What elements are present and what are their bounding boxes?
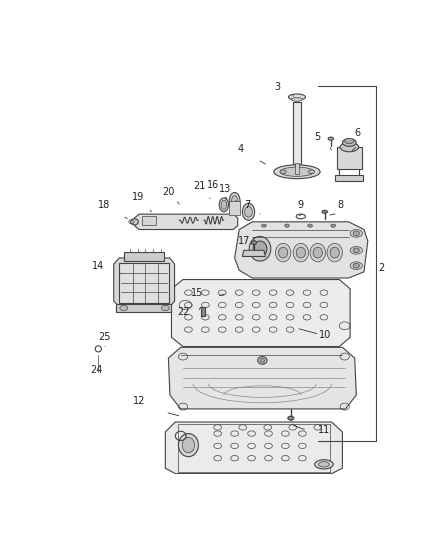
Ellipse shape xyxy=(329,247,339,258)
Ellipse shape xyxy=(350,246,362,254)
Ellipse shape xyxy=(249,237,270,261)
Bar xyxy=(294,163,299,174)
Text: 18: 18 xyxy=(97,200,110,210)
Ellipse shape xyxy=(242,203,254,220)
Bar xyxy=(119,263,169,303)
Text: 20: 20 xyxy=(162,187,174,197)
Ellipse shape xyxy=(326,244,342,262)
Ellipse shape xyxy=(296,247,305,258)
Ellipse shape xyxy=(279,170,286,174)
Ellipse shape xyxy=(350,230,362,237)
Ellipse shape xyxy=(278,247,287,258)
Ellipse shape xyxy=(120,305,127,311)
Polygon shape xyxy=(165,422,342,474)
Polygon shape xyxy=(113,258,174,306)
Ellipse shape xyxy=(353,263,359,268)
Ellipse shape xyxy=(293,244,308,262)
Bar xyxy=(124,252,163,261)
Ellipse shape xyxy=(342,139,356,147)
Ellipse shape xyxy=(221,200,226,209)
Bar xyxy=(229,201,240,215)
Bar xyxy=(200,306,205,316)
Text: 24: 24 xyxy=(90,366,102,375)
Ellipse shape xyxy=(261,224,265,227)
Ellipse shape xyxy=(312,247,321,258)
Ellipse shape xyxy=(307,224,312,227)
Text: 9: 9 xyxy=(297,200,303,210)
Ellipse shape xyxy=(321,210,327,213)
Text: 13: 13 xyxy=(219,184,231,193)
Bar xyxy=(293,102,300,164)
Text: 22: 22 xyxy=(177,307,189,317)
Ellipse shape xyxy=(251,241,256,245)
Ellipse shape xyxy=(318,462,328,467)
Ellipse shape xyxy=(231,196,237,206)
Text: 4: 4 xyxy=(237,144,243,154)
Text: 14: 14 xyxy=(92,261,104,271)
Ellipse shape xyxy=(291,98,302,101)
Ellipse shape xyxy=(229,192,240,209)
Bar xyxy=(336,147,361,168)
Text: 19: 19 xyxy=(131,192,143,202)
Bar xyxy=(335,175,362,181)
Bar xyxy=(142,216,156,225)
Text: 11: 11 xyxy=(317,425,329,435)
Ellipse shape xyxy=(314,460,332,469)
Ellipse shape xyxy=(339,142,358,152)
Ellipse shape xyxy=(288,94,305,100)
Ellipse shape xyxy=(330,224,335,227)
Ellipse shape xyxy=(350,262,362,270)
Text: 10: 10 xyxy=(318,330,331,340)
Ellipse shape xyxy=(275,244,290,262)
Polygon shape xyxy=(171,280,350,346)
Ellipse shape xyxy=(353,248,359,253)
Ellipse shape xyxy=(308,170,314,174)
Ellipse shape xyxy=(244,206,252,217)
Text: 8: 8 xyxy=(337,200,343,210)
Ellipse shape xyxy=(257,357,266,364)
Ellipse shape xyxy=(309,244,325,262)
Ellipse shape xyxy=(353,231,359,236)
Polygon shape xyxy=(234,222,367,278)
Text: 15: 15 xyxy=(190,288,203,298)
Ellipse shape xyxy=(287,416,293,420)
Ellipse shape xyxy=(328,137,333,140)
Ellipse shape xyxy=(284,224,289,227)
Bar xyxy=(116,304,171,312)
Ellipse shape xyxy=(131,219,138,225)
Ellipse shape xyxy=(273,165,319,179)
Text: 17: 17 xyxy=(237,236,250,246)
Polygon shape xyxy=(134,214,237,230)
Ellipse shape xyxy=(182,438,194,453)
Ellipse shape xyxy=(161,305,169,311)
Ellipse shape xyxy=(259,359,264,362)
Text: 3: 3 xyxy=(274,82,280,92)
Bar xyxy=(177,424,329,472)
Text: 25: 25 xyxy=(98,332,110,342)
Ellipse shape xyxy=(253,241,266,256)
Text: 7: 7 xyxy=(243,200,250,210)
Text: 5: 5 xyxy=(314,132,320,142)
Text: 12: 12 xyxy=(133,396,145,406)
Text: 6: 6 xyxy=(354,128,360,138)
Text: 21: 21 xyxy=(193,181,205,191)
Ellipse shape xyxy=(344,138,353,144)
Ellipse shape xyxy=(178,433,198,457)
Polygon shape xyxy=(168,348,356,409)
Text: 2: 2 xyxy=(377,263,383,273)
Text: 16: 16 xyxy=(206,180,219,190)
Ellipse shape xyxy=(279,167,313,176)
Ellipse shape xyxy=(219,198,228,212)
Polygon shape xyxy=(242,251,265,256)
